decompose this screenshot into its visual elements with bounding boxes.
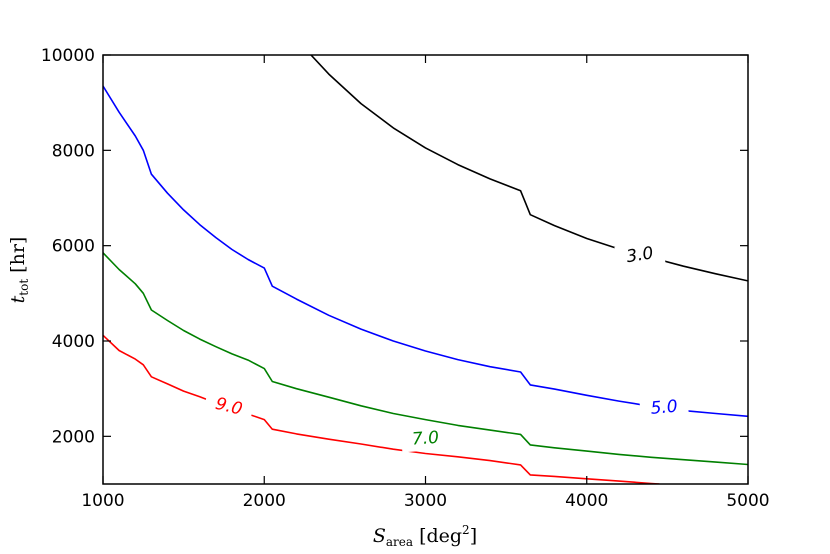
x-tick-label: 3000 <box>404 491 447 511</box>
tick-layer: 1000 2000 3000 4000 5000 2000 4000 6000 8000 1000… <box>41 46 770 511</box>
y-tick-label: 6000 <box>52 237 95 257</box>
contour-line-3-0 <box>310 55 748 282</box>
contour-label-5-0: 5.0 <box>650 397 679 419</box>
x-tick-label: 1000 <box>81 491 124 511</box>
y-tick-label: 8000 <box>52 141 95 161</box>
contour-label-gap <box>614 239 666 271</box>
x-tick-label: 2000 <box>243 491 286 511</box>
y-axis-label: ttot[hr] <box>7 237 31 304</box>
contour-label-gap <box>400 425 451 453</box>
contour-label-group: 3.0 <box>614 239 666 271</box>
x-tick-label: 5000 <box>726 491 769 511</box>
contour-label-group: 9.0 <box>202 389 255 425</box>
contour-line-5-0 <box>103 85 748 418</box>
contour-label-gap <box>202 389 255 425</box>
x-tick-label: 4000 <box>565 491 608 511</box>
y-tick-label: 2000 <box>52 427 95 447</box>
contour-label-gap <box>639 393 690 422</box>
contour-label-group: 5.0 <box>639 393 690 422</box>
contour-line-7-0 <box>103 252 748 466</box>
y-tick-label: 10000 <box>41 46 95 66</box>
x-axis-label: Sarea [deg2] <box>373 523 477 549</box>
contour-label-3-0: 3.0 <box>625 243 655 267</box>
y-tick-label: 4000 <box>52 332 95 352</box>
contour-line-9-0 <box>103 334 660 484</box>
contour-label-layer: 3.0 5.0 7.0 9.0 <box>202 239 690 453</box>
contour-label-group: 7.0 <box>400 425 451 453</box>
contour-label-7-0: 7.0 <box>411 428 439 450</box>
